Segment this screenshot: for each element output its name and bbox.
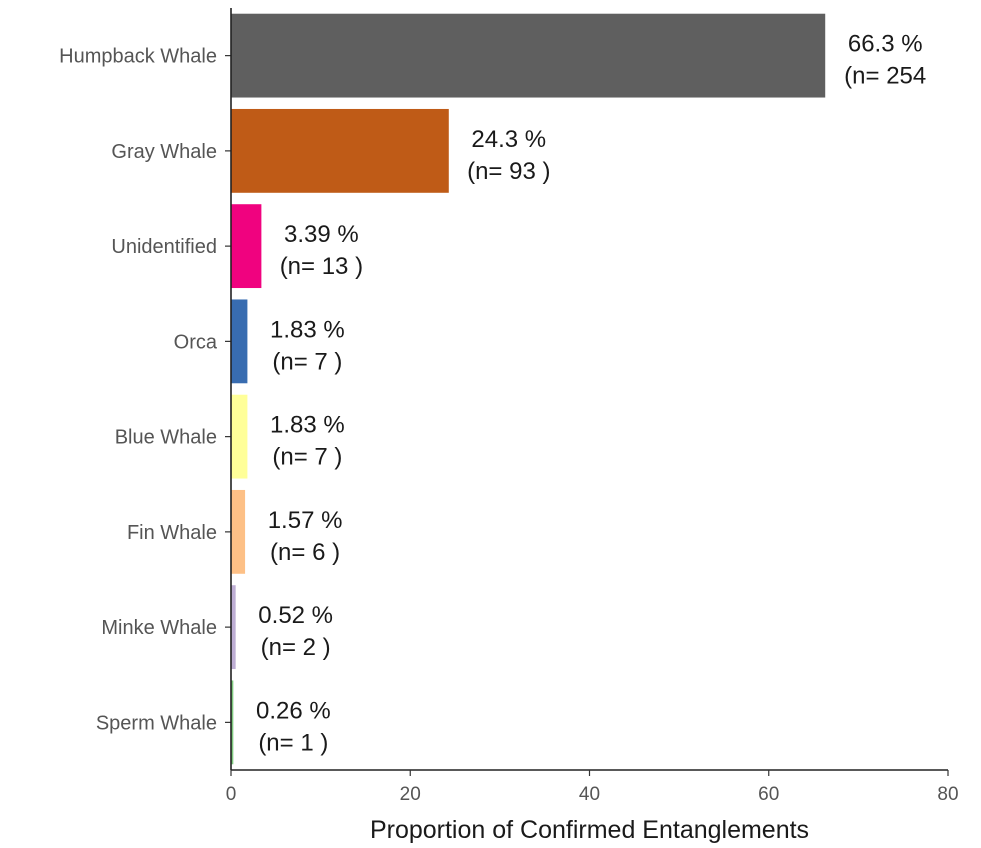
data-label-n-unidentified: (n= 13 ) — [280, 253, 363, 280]
data-label-pct-sperm-whale: 0.26 % — [256, 697, 331, 724]
y-tick-label-blue-whale: Blue Whale — [115, 427, 217, 449]
data-label-n-blue-whale: (n= 7 ) — [272, 444, 342, 471]
y-tick-label-fin-whale: Fin Whale — [127, 522, 217, 544]
x-tick-label-20: 20 — [400, 784, 421, 805]
bar-gray-whale — [231, 108, 449, 193]
data-label-pct-humpback-whale: 66.3 % — [848, 31, 923, 58]
x-tick-label-60: 60 — [758, 784, 779, 805]
y-tick-label-orca: Orca — [174, 331, 218, 353]
data-label-pct-gray-whale: 24.3 % — [471, 126, 546, 153]
data-label-pct-minke-whale: 0.52 % — [258, 602, 333, 629]
bar-minke-whale — [231, 585, 236, 670]
data-label-n-humpback-whale: (n= 254 — [844, 63, 926, 90]
data-label-pct-blue-whale: 1.83 % — [270, 412, 345, 439]
y-tick-label-humpback-whale: Humpback Whale — [59, 46, 217, 68]
y-axis: Humpback Whale Gray Whale Unidentified Orca… — [59, 8, 232, 770]
data-label-pct-unidentified: 3.39 % — [284, 221, 359, 248]
x-tick-label-0: 0 — [226, 784, 237, 805]
bar-unidentified — [231, 204, 262, 289]
x-tick-label-80: 80 — [937, 784, 958, 805]
data-label-n-sperm-whale: (n= 1 ) — [258, 729, 328, 756]
data-label-n-fin-whale: (n= 6 ) — [270, 539, 340, 566]
data-label-n-gray-whale: (n= 93 ) — [467, 158, 550, 185]
data-label-n-minke-whale: (n= 2 ) — [261, 634, 331, 661]
x-axis: 0 20 40 60 80 — [226, 769, 959, 805]
bar-blue-whale — [231, 394, 248, 479]
y-tick-label-sperm-whale: Sperm Whale — [96, 712, 217, 734]
bar-orca — [231, 299, 248, 384]
bar-fin-whale — [231, 489, 246, 574]
data-label-pct-fin-whale: 1.57 % — [268, 507, 343, 534]
x-tick-label-40: 40 — [579, 784, 600, 805]
data-label-pct-orca: 1.83 % — [270, 316, 345, 343]
y-tick-label-gray-whale: Gray Whale — [111, 141, 217, 163]
bar-humpback-whale — [231, 13, 826, 98]
y-tick-label-unidentified: Unidentified — [111, 236, 217, 258]
bars-group — [231, 13, 826, 765]
y-tick-label-minke-whale: Minke Whale — [101, 617, 217, 639]
data-label-n-orca: (n= 7 ) — [272, 348, 342, 375]
bar-sperm-whale — [231, 680, 234, 765]
x-axis-title: Proportion of Confirmed Entanglements — [370, 816, 809, 844]
data-labels-group: 66.3 % (n= 254 24.3 % (n= 93 ) 3.39 % (n= 13 … — [256, 31, 926, 757]
